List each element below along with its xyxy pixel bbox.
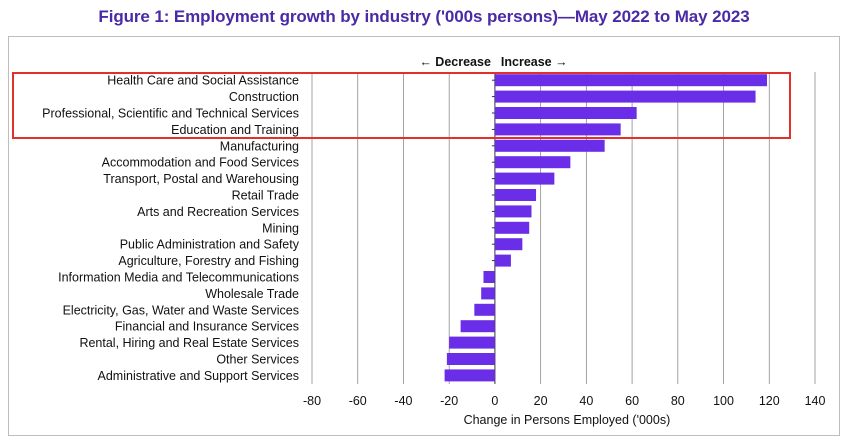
x-tick-label: 20	[534, 394, 548, 408]
bar	[444, 369, 495, 382]
category-label: Construction	[229, 90, 299, 104]
x-tick-label: -40	[394, 394, 412, 408]
category-label: Electricity, Gas, Water and Waste Servic…	[63, 303, 299, 317]
category-label: Agriculture, Forestry and Fishing	[118, 254, 299, 268]
x-tick-label: -80	[303, 394, 321, 408]
x-tick-labels: -80 -60 -40 -20 0 20 40 60 80 100 120 140	[303, 394, 826, 408]
increase-direction-label: Increase →	[501, 55, 568, 69]
category-label: Professional, Scientific and Technical S…	[42, 107, 299, 121]
category-label: Transport, Postal and Warehousing	[103, 172, 299, 186]
bar	[446, 353, 495, 365]
bar	[494, 156, 571, 169]
bar	[494, 189, 537, 201]
bar	[474, 303, 495, 316]
category-label: Health Care and Social Assistance	[107, 74, 299, 88]
bar	[481, 287, 495, 300]
bar	[494, 74, 767, 87]
category-label: Arts and Recreation Services	[137, 205, 299, 219]
category-label: Information Media and Telecommunications	[58, 271, 299, 285]
bar	[449, 336, 495, 349]
category-label: Wholesale Trade	[205, 287, 299, 301]
x-axis-title: Change in Persons Employed ('000s)	[464, 413, 671, 427]
category-label: Manufacturing	[220, 139, 299, 153]
x-tick-label: 40	[579, 394, 593, 408]
bar	[494, 254, 511, 267]
category-label: Accommodation and Food Services	[102, 156, 299, 170]
bar	[494, 238, 523, 251]
category-label: Education and Training	[171, 123, 299, 137]
bar	[494, 139, 605, 152]
chart-title: Figure 1: Employment growth by industry …	[98, 7, 750, 26]
category-labels: Health Care and Social Assistance Constru…	[42, 74, 300, 383]
x-tick-label: 140	[805, 394, 826, 408]
decrease-direction-label: ← Decrease	[419, 55, 491, 69]
bar	[494, 172, 555, 185]
bar	[494, 205, 532, 218]
category-label: Rental, Hiring and Real Estate Services	[79, 336, 299, 350]
category-label: Financial and Insurance Services	[115, 320, 299, 334]
x-tick-label: -60	[349, 394, 367, 408]
category-label: Other Services	[216, 353, 299, 367]
category-label: Public Administration and Safety	[120, 238, 300, 252]
x-tick-label: 60	[625, 394, 639, 408]
bar	[460, 320, 495, 333]
x-tick-label: 120	[759, 394, 780, 408]
x-tick-label: -20	[440, 394, 458, 408]
category-label: Administrative and Support Services	[98, 369, 299, 383]
bar	[494, 221, 530, 234]
x-tick-label: 100	[713, 394, 734, 408]
chart-frame	[8, 36, 840, 436]
x-tick-label: 0	[491, 394, 498, 408]
x-tick-label: 80	[671, 394, 685, 408]
bars	[444, 74, 767, 382]
bar	[494, 107, 637, 119]
category-label: Mining	[262, 221, 299, 235]
bar	[494, 123, 621, 136]
bar	[483, 271, 495, 283]
category-label: Retail Trade	[232, 189, 299, 203]
bar	[494, 90, 756, 103]
